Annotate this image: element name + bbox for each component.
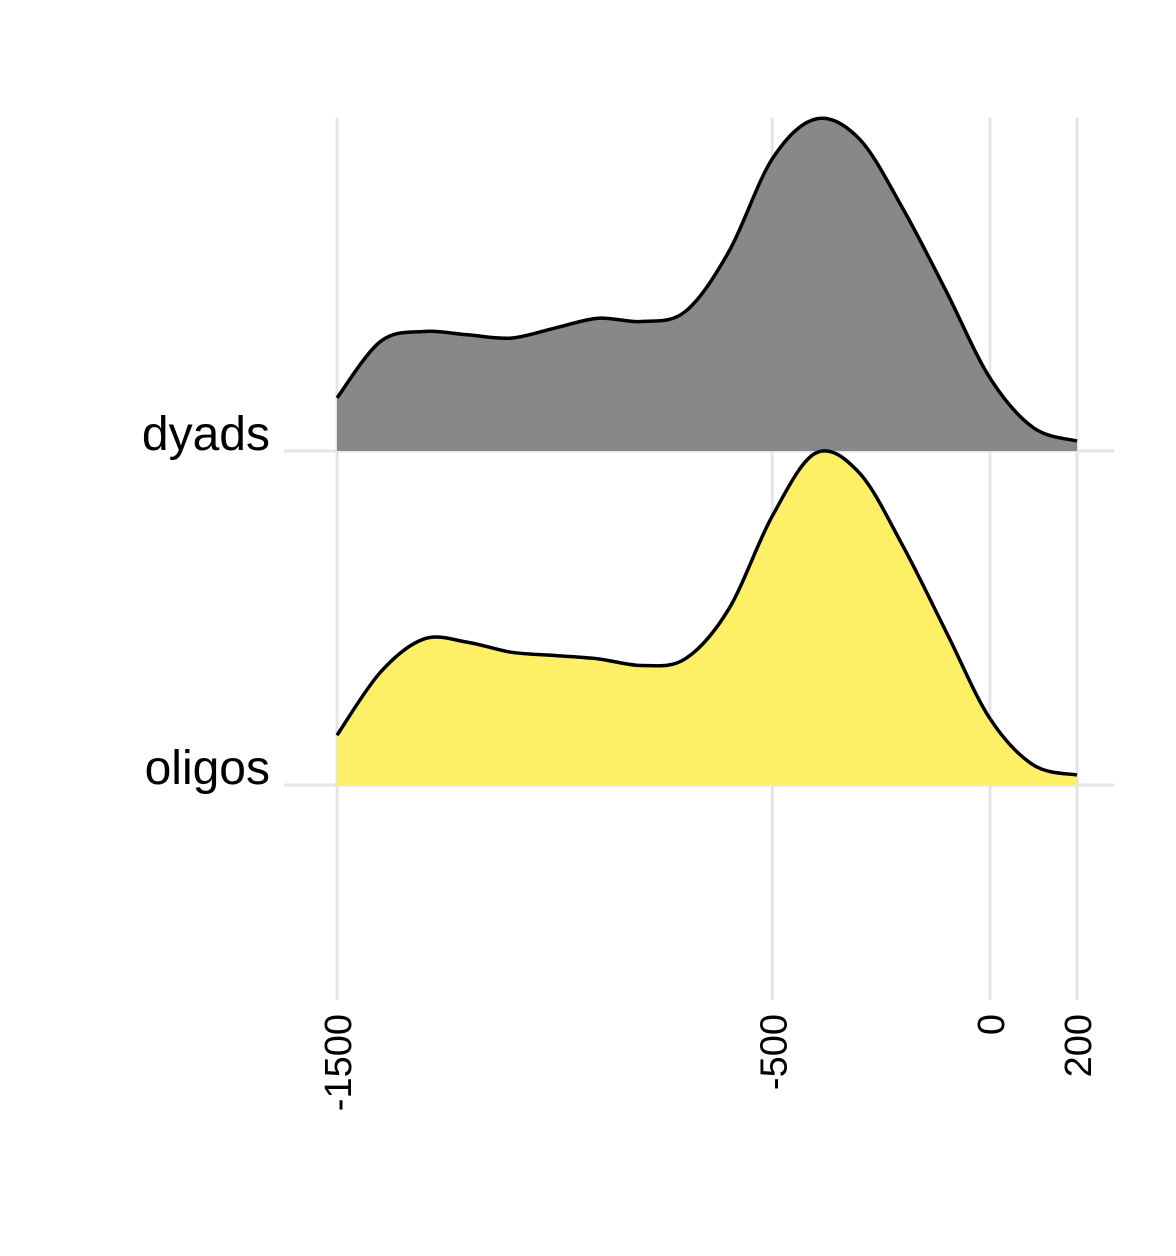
ridge-area-dyads bbox=[337, 118, 1077, 451]
label-layer: -1500 -500 0 200 dyads oligos bbox=[142, 408, 1100, 1111]
x-tick-label: 200 bbox=[1058, 1014, 1100, 1077]
ridge-oligos bbox=[335, 449, 1078, 785]
ridge-outline-dyads bbox=[335, 116, 1078, 443]
ridge-area-oligos bbox=[337, 450, 1077, 785]
ridge-layer bbox=[335, 116, 1078, 785]
category-label-oligos: oligos bbox=[145, 742, 270, 795]
ridge-dyads bbox=[335, 116, 1078, 451]
grid-layer bbox=[284, 118, 1114, 1000]
ridge-outline-oligos bbox=[335, 449, 1078, 777]
category-label-dyads: dyads bbox=[142, 408, 270, 461]
x-tick-label: -500 bbox=[753, 1014, 795, 1090]
x-tick-label: -1500 bbox=[318, 1014, 360, 1111]
x-tick-label: 0 bbox=[971, 1014, 1013, 1035]
